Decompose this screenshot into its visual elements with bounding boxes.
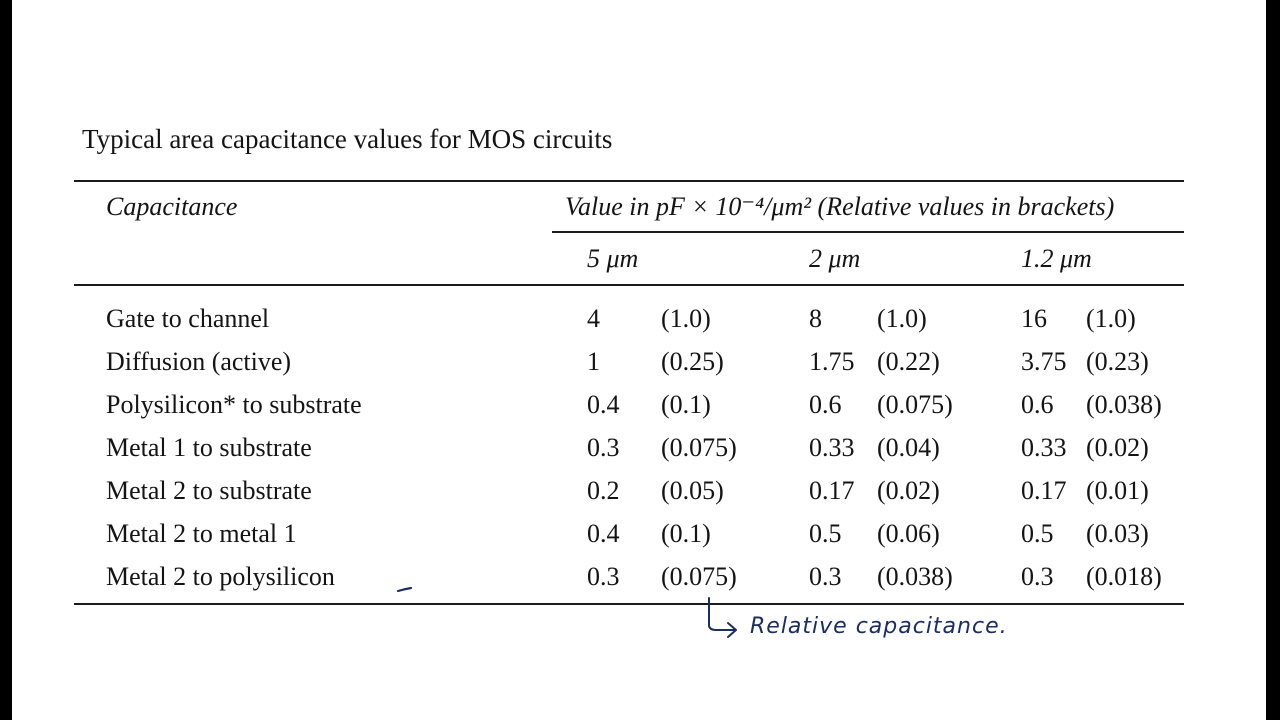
value-2um: 0.3 xyxy=(809,562,842,591)
relative-5um: (0.1) xyxy=(661,519,711,548)
value-2um: 0.33 xyxy=(809,433,855,462)
value-5um: 0.3 xyxy=(587,562,620,591)
handwritten-annotation: Relative capacitance. xyxy=(750,614,1008,639)
pen-dash-mark xyxy=(396,586,413,593)
relative-5um: (0.05) xyxy=(661,476,724,505)
value-1-2um: 0.5 xyxy=(1021,519,1054,548)
row-label: Gate to channel xyxy=(106,304,270,333)
relative-5um: (0.075) xyxy=(661,562,737,591)
value-1-2um: 0.3 xyxy=(1021,562,1054,591)
relative-2um: (0.075) xyxy=(877,390,953,419)
value-2um: 0.17 xyxy=(809,476,855,505)
value-5um: 4 xyxy=(587,304,600,333)
value-2um: 1.75 xyxy=(809,347,855,376)
relative-2um: (0.02) xyxy=(877,476,940,505)
value-2um: 0.6 xyxy=(809,390,842,419)
relative-2um: (1.0) xyxy=(877,304,927,333)
relative-1-2um: (1.0) xyxy=(1086,304,1136,333)
value-5um: 0.4 xyxy=(587,390,620,419)
relative-1-2um: (0.01) xyxy=(1086,476,1149,505)
header-rule xyxy=(74,284,1184,286)
relative-5um: (1.0) xyxy=(661,304,711,333)
value-5um: 0.2 xyxy=(587,476,620,505)
relative-1-2um: (0.03) xyxy=(1086,519,1149,548)
relative-2um: (0.06) xyxy=(877,519,940,548)
value-1-2um: 3.75 xyxy=(1021,347,1067,376)
value-2um: 8 xyxy=(809,304,822,333)
header-value-group: Value in pF × 10⁻⁴/μm² (Relative values … xyxy=(565,192,1115,221)
column-header-1-2um: 1.2 μm xyxy=(1021,244,1092,273)
relative-1-2um: (0.018) xyxy=(1086,562,1162,591)
row-label: Diffusion (active) xyxy=(106,347,292,376)
relative-2um: (0.04) xyxy=(877,433,940,462)
relative-1-2um: (0.23) xyxy=(1086,347,1149,376)
relative-2um: (0.038) xyxy=(877,562,953,591)
relative-1-2um: (0.02) xyxy=(1086,433,1149,462)
row-label: Metal 2 to substrate xyxy=(106,476,312,505)
value-5um: 0.4 xyxy=(587,519,620,548)
relative-1-2um: (0.038) xyxy=(1086,390,1162,419)
relative-5um: (0.25) xyxy=(661,347,724,376)
table-title: Typical area capacitance values for MOS … xyxy=(82,124,613,154)
value-5um: 0.3 xyxy=(587,433,620,462)
group-rule xyxy=(552,231,1184,233)
bottom-rule xyxy=(74,603,1184,605)
relative-5um: (0.075) xyxy=(661,433,737,462)
relative-2um: (0.22) xyxy=(877,347,940,376)
value-2um: 0.5 xyxy=(809,519,842,548)
value-5um: 1 xyxy=(587,347,600,376)
relative-5um: (0.1) xyxy=(661,390,711,419)
row-label: Metal 2 to polysilicon xyxy=(106,562,335,591)
row-label: Metal 1 to substrate xyxy=(106,433,312,462)
column-header-5um: 5 μm xyxy=(587,244,639,273)
value-1-2um: 0.6 xyxy=(1021,390,1054,419)
top-rule xyxy=(74,180,1184,182)
header-capacitance: Capacitance xyxy=(106,192,238,221)
row-label: Metal 2 to metal 1 xyxy=(106,519,297,548)
value-1-2um: 0.17 xyxy=(1021,476,1067,505)
column-header-2um: 2 μm xyxy=(809,244,861,273)
document-page: Typical area capacitance values for MOS … xyxy=(12,0,1266,720)
value-1-2um: 0.33 xyxy=(1021,433,1067,462)
row-label: Polysilicon* to substrate xyxy=(106,390,362,419)
value-1-2um: 16 xyxy=(1021,304,1047,333)
